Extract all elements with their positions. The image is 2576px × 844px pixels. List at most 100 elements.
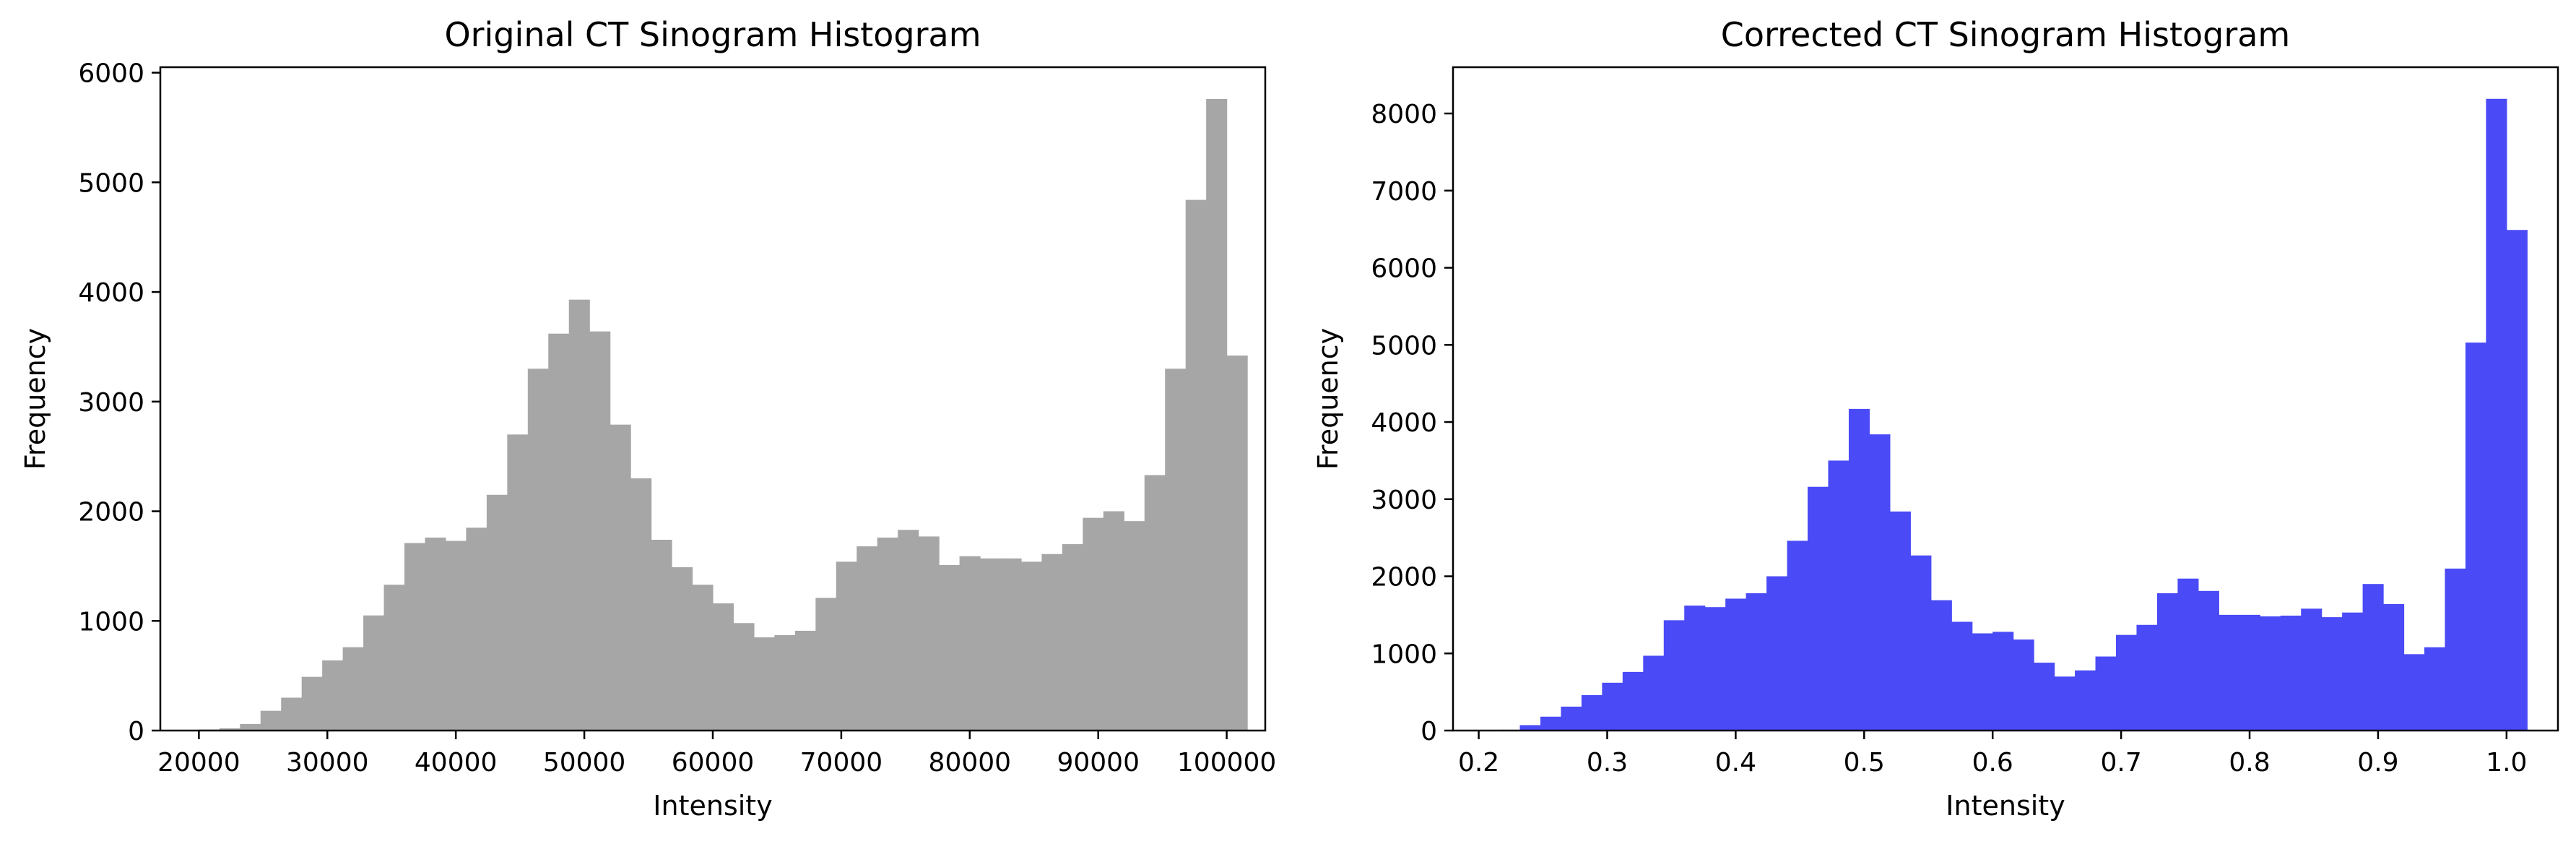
corrected-histogram-bar: [1622, 671, 1644, 731]
original-histogram-bar: [939, 564, 960, 731]
original-histogram-bar: [877, 537, 898, 731]
corrected-histogram-bar: [1704, 607, 1726, 731]
corrected-x-tick-label: 0.9: [2357, 748, 2398, 778]
original-histogram-bar: [1226, 356, 1248, 731]
corrected-x-tick-label: 0.7: [2100, 748, 2141, 778]
corrected-histogram-bar: [1910, 555, 1932, 731]
original-y-tick-label: 0: [128, 717, 144, 746]
original-histogram-bar: [815, 598, 837, 731]
corrected-histogram-bar: [2013, 640, 2034, 731]
corrected-x-axis-label: Intensity: [1946, 790, 2065, 822]
corrected-histogram-bar: [2321, 617, 2343, 731]
original-histogram-bar: [774, 634, 796, 731]
original-histogram-bar: [1000, 558, 1022, 731]
original-histogram-bar: [527, 369, 549, 731]
original-histogram-bar: [425, 537, 446, 731]
corrected-histogram-bar: [2198, 590, 2219, 731]
original-histogram-bar: [322, 660, 344, 731]
corrected-y-tick-label: 8000: [1371, 100, 1437, 129]
corrected-histogram-bar: [2116, 634, 2138, 731]
corrected-x-tick-label: 0.5: [1844, 748, 1885, 778]
corrected-x-tick-label: 0.2: [1458, 748, 1499, 778]
original-histogram-bars: [199, 99, 1248, 731]
corrected-x-tick-label: 0.4: [1715, 748, 1756, 778]
corrected-histogram-bar: [2383, 603, 2405, 731]
corrected-histogram-bar: [2075, 670, 2096, 731]
original-x-axis-label: Intensity: [653, 790, 772, 822]
original-plot-frame: [159, 66, 1267, 732]
original-histogram-bar: [918, 536, 940, 731]
original-histogram-bar: [753, 637, 775, 731]
corrected-histogram-bar: [1808, 486, 1829, 731]
original-histogram-bar: [1124, 521, 1145, 731]
original-y-axis-ticks: 0 1000 2000 3000 4000 5000 6000: [78, 59, 160, 746]
corrected-y-tick-label: 6000: [1371, 254, 1437, 284]
corrected-histogram-bar: [2156, 593, 2178, 731]
corrected-histogram-bar: [1663, 620, 1685, 731]
original-histogram-bar: [548, 333, 570, 731]
original-histogram-bar: [1185, 199, 1207, 731]
corrected-histogram-bar: [1766, 576, 1788, 731]
original-histogram-bar: [857, 546, 878, 731]
original-histogram-panel: 0 1000 2000 3000 4000 5000 6000 20000 30000 4000…: [19, 15, 1276, 822]
corrected-histogram-bar: [1848, 408, 1870, 731]
original-y-tick-label: 1000: [78, 607, 144, 637]
original-histogram-bar: [568, 299, 590, 731]
corrected-histogram-bar: [1951, 621, 1973, 731]
corrected-histogram-bar: [2239, 614, 2260, 731]
corrected-y-tick-label: 2000: [1371, 563, 1437, 593]
original-histogram-bar: [466, 528, 487, 731]
original-histogram-bar: [836, 561, 857, 731]
corrected-y-axis-ticks: 0 1000 2000 3000 4000 5000 6000 7000 8000: [1371, 100, 1453, 746]
original-histogram-bar: [1103, 511, 1124, 731]
corrected-x-tick-label: 0.8: [2229, 748, 2270, 778]
original-histogram-bar: [1041, 554, 1063, 731]
corrected-histogram-bar: [1889, 511, 1911, 731]
corrected-x-tick-label: 1.0: [2486, 748, 2527, 778]
original-y-axis-label: Frequency: [19, 328, 51, 470]
original-histogram-bar: [1144, 475, 1166, 731]
corrected-histogram-bar: [1828, 460, 1849, 731]
corrected-histogram-bar: [1725, 598, 1747, 731]
original-histogram-bar: [342, 647, 364, 731]
corrected-histogram-bar: [2177, 578, 2199, 731]
corrected-y-tick-label: 0: [1421, 717, 1437, 746]
corrected-histogram-bar: [1992, 632, 2014, 731]
corrected-chart-title: Corrected CT Sinogram Histogram: [1721, 15, 2291, 54]
corrected-histogram-bar: [2506, 230, 2528, 731]
original-y-tick-label: 6000: [78, 59, 144, 89]
corrected-y-axis-label: Frequency: [1312, 328, 1344, 470]
original-histogram-bar: [404, 543, 426, 731]
corrected-histogram-bar: [2280, 615, 2302, 731]
corrected-y-tick-label: 4000: [1371, 408, 1437, 438]
corrected-histogram-bar: [2054, 676, 2076, 731]
original-histogram-bar: [445, 541, 467, 731]
original-histogram-bar: [507, 434, 529, 731]
corrected-x-axis-ticks: 0.2 0.3 0.4 0.5 0.6 0.7 0.8 0.9 1.0: [1458, 731, 2527, 778]
original-histogram-bar: [1206, 99, 1228, 731]
corrected-histogram-bar: [1540, 716, 1562, 731]
corrected-histogram-bar: [1581, 694, 1603, 731]
corrected-histogram-bar: [2260, 616, 2281, 731]
original-x-tick-label: 90000: [1057, 748, 1140, 778]
corrected-histogram-bar: [1561, 706, 1582, 731]
original-x-tick-label: 100000: [1177, 748, 1276, 778]
corrected-histogram-bar: [2362, 584, 2384, 731]
original-histogram-bar: [959, 556, 981, 731]
corrected-histogram-bar: [2486, 98, 2507, 731]
original-y-tick-label: 5000: [78, 168, 144, 198]
original-x-tick-label: 30000: [286, 748, 369, 778]
corrected-histogram-bar: [2342, 612, 2364, 731]
corrected-histogram-bar: [1930, 600, 1952, 731]
corrected-histogram-bar: [1787, 541, 1808, 731]
original-histogram-bar: [713, 603, 734, 731]
original-histogram-bar: [672, 567, 693, 731]
corrected-histogram-bar: [2403, 654, 2425, 731]
original-x-tick-label: 80000: [929, 748, 1012, 778]
corrected-histogram-bar: [2219, 614, 2240, 731]
original-x-tick-label: 20000: [157, 748, 240, 778]
corrected-plot-frame: [1452, 66, 2559, 732]
corrected-y-tick-label: 3000: [1371, 486, 1437, 515]
corrected-histogram-bar: [2465, 343, 2486, 731]
